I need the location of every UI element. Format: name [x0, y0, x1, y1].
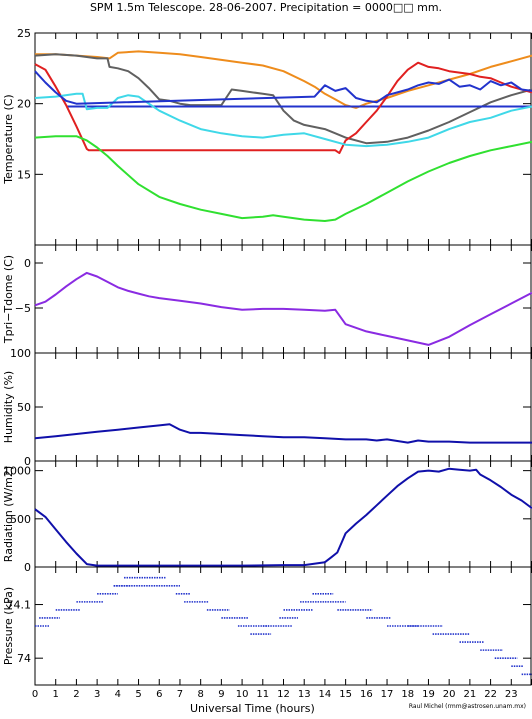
x-tick-label: 1 — [53, 689, 59, 700]
series-line-0 — [35, 50, 532, 109]
x-tick-label: 4 — [115, 689, 121, 700]
x-axis-title: Universal Time (hours) — [190, 702, 315, 715]
y-axis-title: Humidity (%) — [2, 371, 15, 443]
x-tick-label: 2 — [73, 689, 79, 700]
x-tick-label: 23 — [505, 689, 518, 700]
y-axis-title: Temperature (C) — [2, 94, 15, 184]
x-tick-label: 12 — [277, 689, 290, 700]
panel-temperature: 15 20 25 Temperature (C) — [2, 27, 532, 246]
series-line-0 — [34, 271, 532, 346]
y-tick-label: 74 — [17, 652, 31, 665]
y-tick-label: 0 — [24, 455, 31, 468]
x-tick-label: 3 — [94, 689, 100, 700]
y-tick-label: 0 — [24, 257, 31, 270]
panel-humidity: 0 50 100 Humidity (%) — [2, 347, 532, 468]
x-tick-label: 16 — [360, 689, 373, 700]
x-tick-label: 21 — [464, 689, 477, 700]
x-tick-label: 20 — [443, 689, 456, 700]
series-line-3 — [34, 61, 532, 155]
x-tick-label: 8 — [197, 689, 203, 700]
panel-tpri-tdome: −5 0 Tpri−Tdome (C) — [2, 244, 532, 354]
x-tick-label: 14 — [319, 689, 332, 700]
series-line-0 — [34, 423, 532, 444]
y-tick-label: 50 — [17, 401, 31, 414]
y-axis-title: Radiation (W/m2) — [2, 466, 15, 562]
x-tick-label: 11 — [256, 689, 269, 700]
y-tick-label: 20 — [17, 98, 31, 111]
series-line-1 — [34, 53, 532, 145]
x-tick-label: 22 — [484, 689, 497, 700]
panel-frame — [34, 460, 532, 568]
panel-frame — [34, 352, 532, 462]
x-tick-label: 6 — [156, 689, 162, 700]
credit-text: Raul Michel (rmm@astrosen.unam.mx) — [408, 703, 526, 710]
y-tick-label: 1000 — [3, 465, 31, 478]
chart-title: SPM 1.5m Telescope. 28-06-2007. Precipit… — [89, 1, 443, 14]
x-tick-label: 18 — [401, 689, 414, 700]
y-tick-label: 74.1 — [7, 599, 32, 612]
series-line-4 — [34, 92, 532, 148]
y-tick-label: 15 — [17, 168, 31, 181]
x-tick-label: 10 — [236, 689, 249, 700]
x-tick-label: 9 — [218, 689, 224, 700]
y-tick-label: 25 — [17, 27, 31, 40]
x-tick-label: 15 — [339, 689, 352, 700]
y-axis-title: Pressure (kPa) — [2, 587, 15, 665]
y-tick-label: −5 — [15, 302, 31, 315]
x-tick-label: 19 — [422, 689, 435, 700]
series-line-5 — [34, 135, 532, 222]
y-tick-label: 500 — [10, 513, 31, 526]
x-tick-label: 13 — [298, 689, 311, 700]
y-tick-label: 100 — [10, 347, 31, 360]
series-line-6 — [34, 70, 532, 105]
series-line-0 — [34, 467, 532, 567]
panel-frame — [34, 244, 532, 354]
y-tick-label: 0 — [24, 561, 31, 574]
x-tick-label: 5 — [135, 689, 141, 700]
y-axis-title: Tpri−Tdome (C) — [2, 255, 15, 344]
x-tick-label: 7 — [177, 689, 183, 700]
x-tick-label: 0 — [32, 689, 38, 700]
x-tick-label: 17 — [381, 689, 394, 700]
